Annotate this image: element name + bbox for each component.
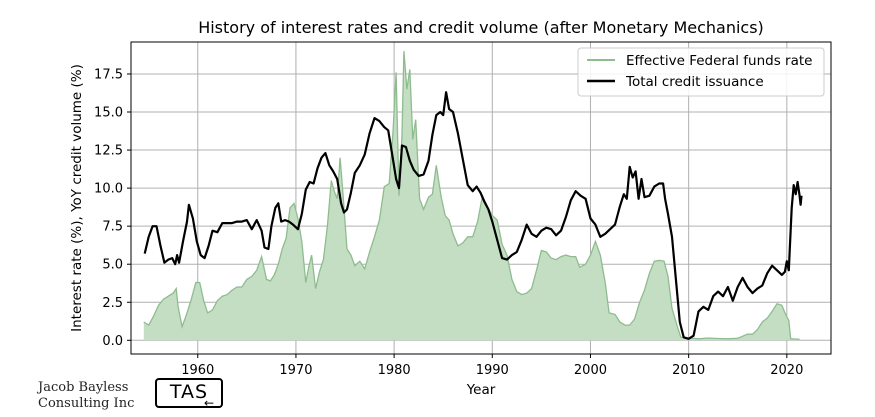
watermark-line-1: Jacob Bayless [38, 380, 129, 395]
x-axis-label: Year [466, 382, 496, 398]
y-tick-label: 12.5 [94, 144, 123, 159]
y-axis: 0.0 2.5 5.0 7.5 10.0 12.5 15.0 17.5 [94, 67, 131, 349]
chart-title: History of interest rates and credit vol… [198, 18, 764, 37]
y-tick-label: 7.5 [102, 220, 123, 235]
x-tick-label: 2010 [672, 363, 705, 378]
y-tick-label: 17.5 [94, 67, 123, 82]
y-tick-label: 0.0 [102, 334, 123, 349]
fed-funds-area [143, 51, 800, 341]
consulting-watermark: Jacob Bayless Consulting Inc [38, 380, 134, 412]
legend-label-credit: Total credit issuance [625, 74, 764, 90]
watermark-line-2: Consulting Inc [38, 396, 135, 411]
tas-logo: TAS ← [155, 378, 223, 410]
x-tick-label: 1980 [378, 363, 411, 378]
legend-label-fed-funds: Effective Federal funds rate [626, 53, 812, 69]
y-tick-label: 15.0 [94, 106, 123, 121]
legend: Effective Federal funds rate Total credi… [577, 47, 825, 97]
return-arrow-icon: ← [203, 396, 215, 410]
x-axis: 1960 1970 1980 1990 2000 2010 2020 [181, 354, 803, 378]
plot-frame [130, 41, 832, 355]
x-tick-label: 1970 [279, 363, 312, 378]
y-tick-label: 10.0 [94, 182, 123, 197]
y-tick-label: 2.5 [102, 296, 123, 311]
plot-marks [143, 51, 803, 341]
y-axis-label: Interest rate (%), YoY credit volume (%) [69, 64, 85, 332]
credit-issuance-line [143, 91, 803, 340]
x-tick-label: 2000 [574, 363, 607, 378]
x-tick-label: 2020 [770, 363, 803, 378]
tas-logo-text: TAS [169, 381, 209, 403]
y-tick-label: 5.0 [102, 258, 123, 273]
x-tick-label: 1990 [476, 363, 509, 378]
legend-frame [577, 47, 825, 97]
fed-funds-line [143, 51, 800, 340]
x-tick-label: 1960 [181, 363, 214, 378]
